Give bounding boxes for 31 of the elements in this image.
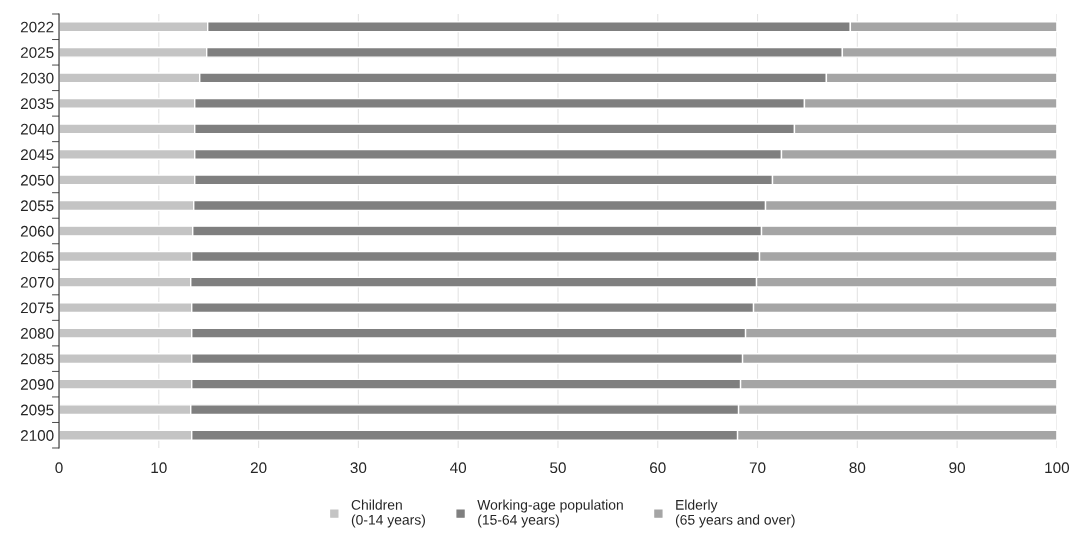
x-tick-label: 30 bbox=[350, 462, 367, 474]
y-tick-label: 2085 bbox=[20, 353, 54, 365]
x-tick-label: 10 bbox=[151, 462, 167, 474]
x-tick-label: 100 bbox=[1045, 462, 1070, 474]
x-tick-label: 50 bbox=[550, 462, 566, 474]
legend-label: Children (0-14 years) bbox=[351, 499, 425, 528]
y-tick-label: 2050 bbox=[20, 174, 54, 186]
y-tick-label: 2075 bbox=[20, 302, 54, 314]
legend-label: Elderly (65 years and over) bbox=[675, 499, 795, 528]
y-tick-label: 2080 bbox=[20, 327, 54, 339]
y-tick-label: 2030 bbox=[20, 72, 54, 84]
x-tick-label: 90 bbox=[949, 462, 966, 474]
y-tick-label: 2045 bbox=[20, 149, 54, 161]
y-tick-label: 2025 bbox=[20, 47, 54, 58]
x-tick-label: 20 bbox=[250, 462, 267, 474]
y-tick-label: 2055 bbox=[20, 200, 54, 212]
y-tick-label: 2090 bbox=[20, 379, 54, 390]
y-tick-label: 2065 bbox=[20, 251, 54, 263]
y-tick-label: 2022 bbox=[20, 21, 54, 33]
y-tick-label: 2060 bbox=[20, 225, 54, 237]
x-tick-label: 40 bbox=[450, 462, 467, 474]
y-tick-label: 2040 bbox=[20, 123, 54, 135]
y-tick-label: 2070 bbox=[20, 276, 54, 288]
y-tick-label: 2100 bbox=[20, 430, 54, 441]
x-tick-label: 80 bbox=[849, 462, 866, 474]
y-tick-label: 2035 bbox=[20, 98, 54, 110]
x-tick-label: 70 bbox=[749, 462, 766, 474]
legend-label: Working-age population (15-64 years) bbox=[477, 499, 623, 528]
x-tick-label: 60 bbox=[650, 462, 666, 474]
y-tick-label: 2095 bbox=[20, 404, 54, 416]
x-tick-label: 0 bbox=[55, 462, 63, 474]
